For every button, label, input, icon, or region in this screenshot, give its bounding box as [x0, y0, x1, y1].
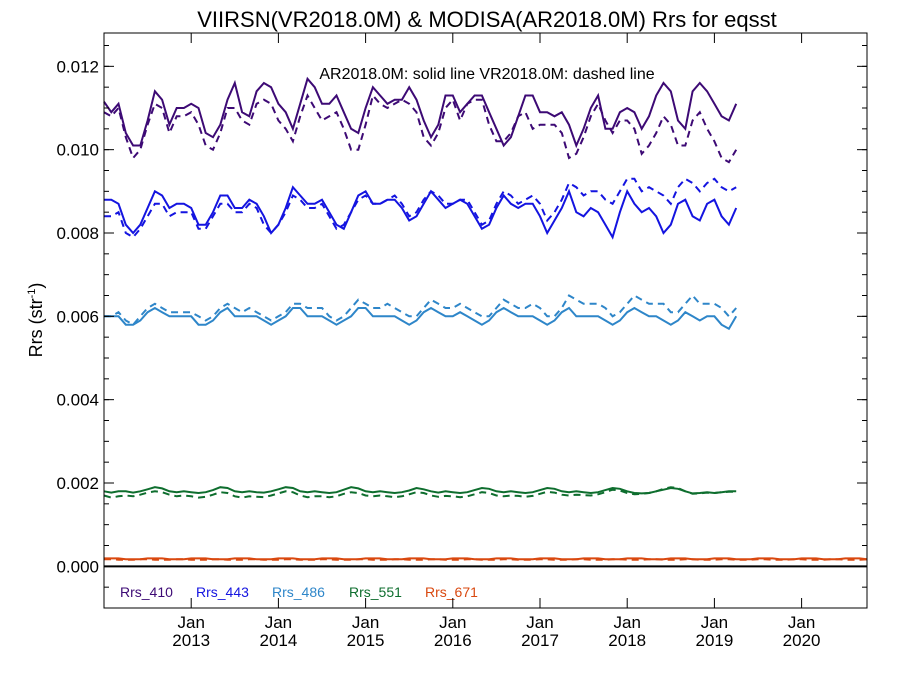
y-tick-label: 0.002: [56, 474, 99, 493]
x-tick-year: 2014: [259, 631, 297, 650]
plot-area: [103, 76, 868, 568]
chart-title: VIIRSN(VR2018.0M) & MODISA(AR2018.0M) Rr…: [197, 7, 777, 32]
x-tick-month: Jan: [613, 613, 640, 632]
series-line-rrs-486-solid: [104, 306, 738, 331]
y-tick-label: 0.008: [56, 224, 99, 243]
x-tick-year: 2013: [172, 631, 210, 650]
plot-frame: [103, 32, 868, 609]
x-tick-month: Jan: [439, 613, 466, 632]
x-tick-month: Jan: [526, 613, 553, 632]
x-tick-month: Jan: [701, 613, 728, 632]
legend-rrs-443: Rrs_443: [196, 584, 249, 600]
x-tick-year: 2020: [783, 631, 821, 650]
y-axis-label-sup: -1: [26, 289, 38, 299]
y-tick-label: 0.006: [56, 307, 99, 326]
x-tick-month: Jan: [352, 613, 379, 632]
series-line-rrs-486-dashed: [104, 293, 737, 326]
x-tick-year: 2018: [608, 631, 646, 650]
y-tick-label: 0.012: [56, 57, 99, 76]
x-tick-year: 2017: [521, 631, 559, 650]
legend-rrs-486: Rrs_486: [272, 584, 325, 600]
legend-rrs-551: Rrs_551: [349, 584, 402, 600]
legend: Rrs_410 Rrs_443 Rrs_486 Rrs_551 Rrs_671: [120, 584, 478, 600]
x-tick-year: 2019: [695, 631, 733, 650]
series-line-rrs-443-solid: [104, 185, 738, 240]
y-axis-label: Rrs (str-1): [26, 283, 46, 358]
legend-rrs-671: Rrs_671: [425, 584, 478, 600]
y-axis-label-close: ): [26, 283, 46, 289]
y-tick-label: 0.004: [56, 391, 99, 410]
series-line-rrs-671-solid: [104, 557, 868, 561]
x-tick-year: 2015: [347, 631, 385, 650]
series-line-rrs-410-dashed: [103, 93, 738, 164]
y-tick-label: 0.010: [56, 141, 99, 160]
legend-rrs-410: Rrs_410: [120, 584, 173, 600]
y-axis-label-text: Rrs (str: [26, 298, 46, 357]
x-tick-month: Jan: [788, 613, 815, 632]
x-tick-month: Jan: [177, 613, 204, 632]
chart-annotation: AR2018.0M: solid line VR2018.0M: dashed …: [319, 66, 654, 83]
y-tick-label: 0.000: [56, 557, 99, 576]
series-line-rrs-551-solid: [103, 486, 737, 495]
series-line-rrs-443-dashed: [104, 177, 737, 239]
series-line-rrs-410-solid: [103, 76, 738, 149]
x-tick-year: 2016: [434, 631, 472, 650]
x-tick-month: Jan: [265, 613, 292, 632]
